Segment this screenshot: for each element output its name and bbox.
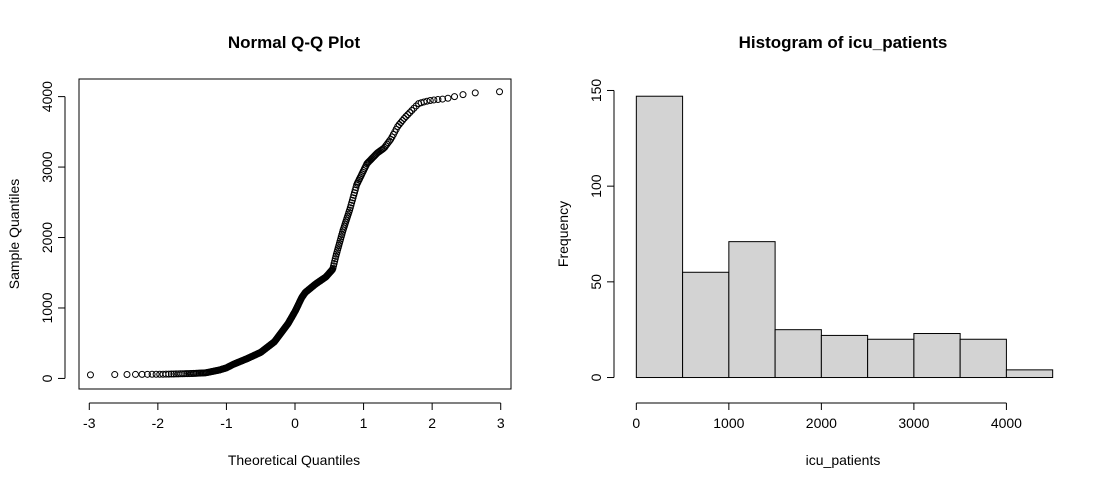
qq-point: [408, 106, 416, 114]
qq-point: [397, 119, 405, 127]
histogram-bar: [774, 329, 822, 379]
qq-plot-panel: Normal Q-Q Plot -3 -2 -1 0 1 2 3 0 1000 2000 3000…: [6, 33, 512, 468]
qq-x-tick-label: 1: [360, 415, 368, 431]
histogram-x-axis-label: icu_patients: [806, 452, 881, 468]
qq-y-tick-label: 1000: [39, 292, 55, 323]
qq-point: [471, 89, 479, 97]
histogram-x-tick-label: 4000: [991, 415, 1022, 431]
qq-x-tick-label: -1: [220, 415, 233, 431]
qq-point: [400, 114, 408, 122]
qq-point: [426, 97, 434, 105]
qq-point: [410, 104, 418, 112]
histogram-title: Histogram of icu_patients: [739, 33, 948, 52]
qq-point: [123, 371, 131, 379]
histogram-x-tick-label: 0: [632, 415, 640, 431]
qq-y-axis: 0 1000 2000 3000 4000: [39, 81, 66, 382]
qq-y-tick-label: 3000: [39, 151, 55, 182]
qq-point: [430, 96, 438, 104]
histogram-y-axis: 0 50 100 150: [588, 79, 615, 381]
histogram-x-tick-label: 3000: [898, 415, 929, 431]
qq-point: [165, 370, 173, 378]
qq-point: [148, 370, 156, 378]
histogram-bar: [728, 241, 776, 379]
histogram-y-axis-label: Frequency: [555, 201, 571, 267]
qq-point: [111, 371, 119, 379]
qq-y-axis-label: Sample Quantiles: [6, 179, 22, 290]
qq-x-axis: -3 -2 -1 0 1 2 3: [83, 402, 505, 431]
histogram-bar: [867, 338, 915, 379]
histogram-y-tick-label: 50: [588, 274, 604, 290]
qq-point: [167, 370, 175, 378]
qq-x-tick-label: 3: [497, 415, 505, 431]
qq-plot-box: [78, 78, 512, 390]
qq-point: [143, 370, 151, 378]
qq-point: [444, 94, 452, 102]
qq-y-tick-label: 4000: [39, 81, 55, 112]
histogram-bar: [635, 95, 684, 379]
qq-x-tick-label: 2: [428, 415, 436, 431]
histogram-bar: [913, 333, 961, 379]
histogram-x-axis: 0 1000 2000 3000 4000: [632, 402, 1022, 431]
histogram-bar: [959, 338, 1007, 379]
histogram-x-tick-label: 2000: [806, 415, 837, 431]
histogram-y-tick-label: 100: [588, 174, 604, 198]
histogram-x-tick-label: 1000: [713, 415, 744, 431]
qq-point: [138, 370, 146, 378]
histogram-bars: [635, 95, 1054, 379]
qq-plot-title: Normal Q-Q Plot: [228, 33, 361, 52]
qq-point: [162, 370, 170, 378]
qq-x-tick-label: -2: [152, 415, 165, 431]
qq-point: [451, 93, 459, 101]
histogram-bar: [820, 334, 869, 379]
qq-point: [398, 117, 406, 125]
qq-point: [496, 88, 504, 96]
histogram-bar: [682, 271, 730, 379]
qq-point: [439, 95, 447, 103]
histogram-panel: Histogram of icu_patients 0 1000 2000 3000 4…: [555, 33, 1054, 468]
qq-point: [423, 97, 431, 105]
qq-point: [131, 370, 139, 378]
qq-x-axis-label: Theoretical Quantiles: [228, 452, 360, 468]
qq-point: [412, 102, 420, 110]
qq-x-tick-label: -3: [83, 415, 96, 431]
qq-y-tick-label: 2000: [39, 222, 55, 253]
qq-y-tick-label: 0: [39, 374, 55, 382]
qq-point: [404, 111, 412, 119]
qq-point: [434, 96, 442, 104]
qq-x-tick-label: 0: [291, 415, 299, 431]
qq-point: [152, 370, 160, 378]
histogram-bar: [1005, 369, 1054, 379]
qq-point: [402, 113, 410, 120]
qq-point: [459, 91, 467, 99]
qq-point: [86, 371, 94, 379]
histogram-y-tick-label: 150: [588, 79, 604, 103]
qq-point: [420, 98, 428, 106]
histogram-y-tick-label: 0: [588, 373, 604, 381]
qq-points: [86, 88, 504, 379]
qq-point: [406, 109, 414, 117]
